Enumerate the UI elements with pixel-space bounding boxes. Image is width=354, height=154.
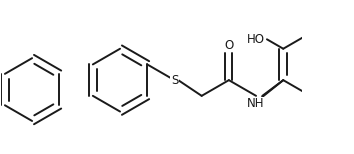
Text: S: S — [171, 74, 178, 87]
Text: O: O — [224, 39, 234, 52]
Text: NH: NH — [247, 97, 265, 110]
Text: HO: HO — [247, 33, 266, 46]
